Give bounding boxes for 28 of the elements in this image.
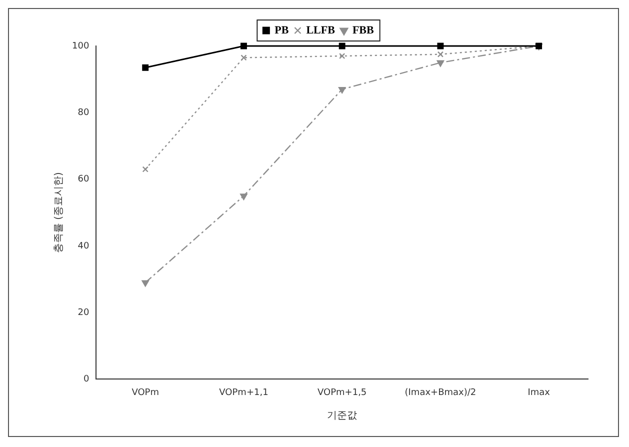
x-tick-label: (Imax+Bmax)/2: [404, 388, 476, 398]
y-tick-label: 60: [78, 174, 90, 185]
point: [437, 42, 444, 50]
point: [142, 64, 149, 71]
point: [339, 52, 346, 60]
y-axis-title: 충족률 (종료시한): [54, 172, 65, 254]
legend-label: LLFB: [306, 24, 336, 36]
y-tick-label: 20: [78, 308, 90, 318]
point: [436, 60, 444, 67]
point: [142, 166, 148, 172]
legend-label: PB: [274, 24, 290, 36]
point: [240, 42, 247, 50]
legend-label: FBB: [352, 24, 375, 36]
x-tick-label: VOPm+1,1: [219, 388, 268, 398]
y-tick-label: 40: [78, 241, 90, 252]
point: [240, 54, 247, 61]
point: [142, 280, 149, 287]
x-tick-label: VOPm: [132, 388, 159, 398]
x-tick-label: Imax: [528, 388, 551, 398]
y-tick-label: 100: [72, 41, 90, 52]
y-tick-label: 80: [78, 108, 90, 118]
x-tick-label: VOPm+1,5: [318, 388, 367, 398]
point: [338, 86, 346, 94]
y-tick-label: 0: [83, 374, 90, 385]
point: [338, 42, 346, 50]
point: [437, 51, 444, 58]
x-axis-title: 기준값: [327, 410, 358, 422]
point: [240, 194, 248, 200]
